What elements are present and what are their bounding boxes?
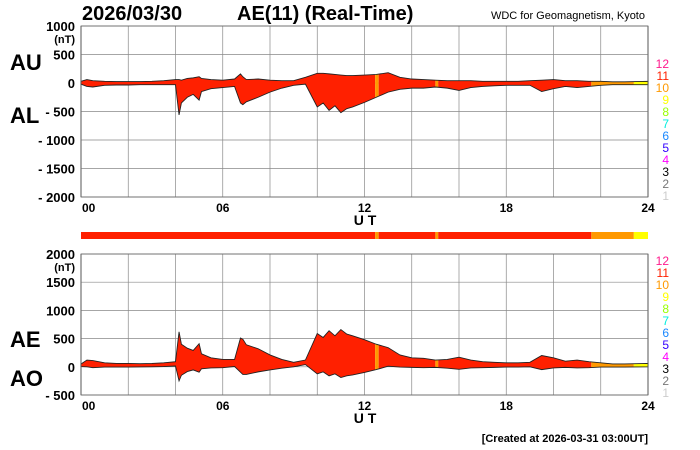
station-count-legend-10: 10 <box>656 278 670 292</box>
station-count-legend-11: 11 <box>657 266 670 280</box>
x-tick-label: 24 <box>641 399 655 413</box>
station-count-bar-segment <box>81 232 376 239</box>
station-count-legend-9: 9 <box>662 93 669 107</box>
x-axis-label-bottom: U T <box>354 410 377 426</box>
station-colored-fill <box>375 329 379 381</box>
y-tick-label: 500 <box>53 48 75 63</box>
station-count-legend-3: 3 <box>662 362 669 376</box>
unit-label-bottom: (nT) <box>54 262 75 274</box>
station-count-legend-6: 6 <box>662 129 669 143</box>
station-count-legend-4: 4 <box>662 350 669 364</box>
y-tick-label: - 1500 <box>38 162 75 177</box>
station-count-legend-1: 1 <box>662 189 669 203</box>
station-colored-fill <box>81 329 376 381</box>
station-colored-fill <box>378 329 436 381</box>
source-label: WDC for Geomagnetism, Kyoto <box>491 10 645 22</box>
x-tick-label: 12 <box>358 399 372 413</box>
station-count-bar-segment <box>378 232 436 239</box>
station-count-legend-8: 8 <box>662 302 669 316</box>
x-axis-label-top: U T <box>354 212 377 228</box>
y-tick-label: 500 <box>53 332 75 347</box>
station-count-bar-segment <box>438 232 592 239</box>
y-tick-label: - 500 <box>45 105 75 120</box>
station-count-legend-2: 2 <box>662 374 669 388</box>
station-count-legend-7: 7 <box>662 314 669 328</box>
unit-label-top: (nT) <box>54 34 75 46</box>
y-tick-label: 1500 <box>46 275 75 290</box>
station-count-bar-segment <box>633 232 648 239</box>
station-count-legend-8: 8 <box>662 105 669 119</box>
y-tick-label: 2000 <box>46 247 75 262</box>
station-count-legend-10: 10 <box>656 81 670 95</box>
x-tick-label: 18 <box>500 399 514 413</box>
y-tick-label: 1000 <box>46 303 75 318</box>
y-tick-label: - 500 <box>45 388 75 403</box>
station-count-bar-segment <box>591 232 634 239</box>
x-tick-label: 06 <box>216 201 230 215</box>
station-colored-fill <box>633 329 648 381</box>
y-tick-label: 0 <box>68 360 75 375</box>
station-count-legend-9: 9 <box>662 290 669 304</box>
station-count-legend-12: 12 <box>656 57 670 71</box>
al-label: AL <box>10 103 39 128</box>
date-title: 2026/03/30 <box>82 3 182 25</box>
station-count-legend-6: 6 <box>662 326 669 340</box>
station-count-legend-2: 2 <box>662 177 669 191</box>
y-tick-label: 1000 <box>46 19 75 34</box>
y-tick-label: - 2000 <box>38 190 75 205</box>
station-count-legend-5: 5 <box>662 338 669 352</box>
x-tick-label: 00 <box>82 399 96 413</box>
created-footer: [Created at 2026-03-31 03:00UT] <box>482 433 649 445</box>
au-label: AU <box>10 50 42 75</box>
station-count-legend-11: 11 <box>657 69 670 83</box>
station-count-legend-12: 12 <box>656 254 670 268</box>
x-tick-label: 06 <box>216 399 230 413</box>
station-count-legend-1: 1 <box>662 386 669 400</box>
station-count-legend-4: 4 <box>662 153 669 167</box>
plot-frame <box>80 25 649 198</box>
y-tick-label: 0 <box>68 76 75 91</box>
station-count-bar-segment <box>435 232 439 239</box>
x-tick-label: 12 <box>358 201 372 215</box>
station-count-legend-5: 5 <box>662 141 669 155</box>
station-count-legend-7: 7 <box>662 117 669 131</box>
station-count-bar-segment <box>375 232 379 239</box>
y-tick-label: - 1000 <box>38 133 75 148</box>
ae-label: AE <box>10 327 41 352</box>
chart-title: AE(11) (Real-Time) <box>237 3 413 25</box>
station-colored-fill <box>435 329 439 381</box>
station-count-legend-3: 3 <box>662 165 669 179</box>
station-colored-fill <box>438 329 592 381</box>
x-tick-label: 18 <box>500 201 514 215</box>
plot-frame <box>80 253 649 396</box>
x-tick-label: 24 <box>641 201 655 215</box>
station-colored-fill <box>375 72 379 115</box>
station-colored-fill <box>591 329 634 381</box>
ao-label: AO <box>10 366 43 391</box>
x-tick-label: 00 <box>82 201 96 215</box>
